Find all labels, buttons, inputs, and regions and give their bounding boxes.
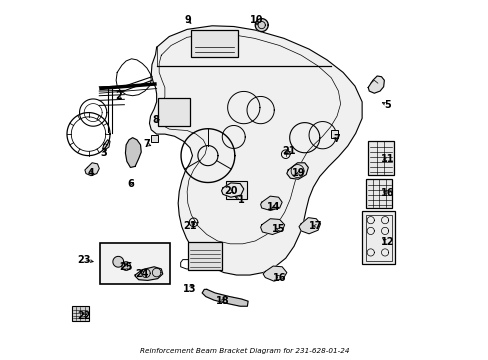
Polygon shape — [286, 163, 308, 179]
Polygon shape — [102, 140, 110, 149]
Text: 23: 23 — [77, 255, 90, 265]
Polygon shape — [122, 262, 130, 270]
Polygon shape — [298, 218, 320, 234]
Polygon shape — [202, 289, 247, 306]
Polygon shape — [149, 26, 362, 275]
Polygon shape — [113, 256, 123, 267]
Text: 15: 15 — [271, 225, 285, 234]
Polygon shape — [263, 266, 286, 281]
Text: Reinforcement Beam Bracket Diagram for 231-628-01-24: Reinforcement Beam Bracket Diagram for 2… — [140, 348, 348, 354]
Bar — [225, 181, 246, 199]
Text: 13: 13 — [183, 284, 196, 294]
Bar — [367, 140, 393, 175]
Bar — [191, 31, 238, 57]
Text: 11: 11 — [381, 154, 394, 164]
Text: 1: 1 — [237, 195, 244, 205]
Bar — [330, 130, 338, 138]
Polygon shape — [135, 267, 163, 280]
Text: 16: 16 — [272, 273, 286, 283]
Text: 12: 12 — [380, 237, 393, 247]
Bar — [100, 243, 170, 284]
Bar — [366, 179, 391, 208]
Polygon shape — [125, 138, 141, 167]
Text: 8: 8 — [152, 115, 159, 125]
Polygon shape — [255, 19, 267, 32]
Text: 18: 18 — [215, 296, 228, 306]
Text: 24: 24 — [135, 269, 149, 279]
Text: 10: 10 — [250, 15, 263, 26]
Polygon shape — [260, 219, 284, 234]
Text: 20: 20 — [224, 186, 237, 197]
Polygon shape — [367, 76, 384, 93]
Bar — [158, 98, 190, 126]
Text: 22: 22 — [77, 311, 90, 320]
Polygon shape — [221, 183, 244, 197]
Text: 25: 25 — [119, 262, 133, 272]
Text: 6: 6 — [127, 179, 134, 189]
Text: 21: 21 — [183, 221, 196, 231]
Polygon shape — [260, 196, 282, 211]
Text: 3: 3 — [101, 148, 107, 158]
Bar — [72, 306, 89, 320]
Text: 7: 7 — [143, 139, 150, 149]
Bar — [187, 242, 222, 270]
Text: 2: 2 — [115, 91, 122, 101]
Text: 16: 16 — [381, 188, 394, 198]
Text: 17: 17 — [308, 221, 322, 231]
Text: 21: 21 — [282, 145, 295, 156]
Text: 19: 19 — [292, 168, 305, 178]
Bar — [365, 215, 391, 261]
Text: 9: 9 — [184, 15, 191, 26]
Text: 4: 4 — [87, 168, 94, 178]
Polygon shape — [85, 163, 99, 176]
Text: 5: 5 — [383, 100, 390, 110]
Bar — [151, 135, 158, 142]
Bar — [362, 211, 394, 264]
Text: 14: 14 — [266, 202, 280, 212]
Text: 7: 7 — [333, 134, 340, 144]
